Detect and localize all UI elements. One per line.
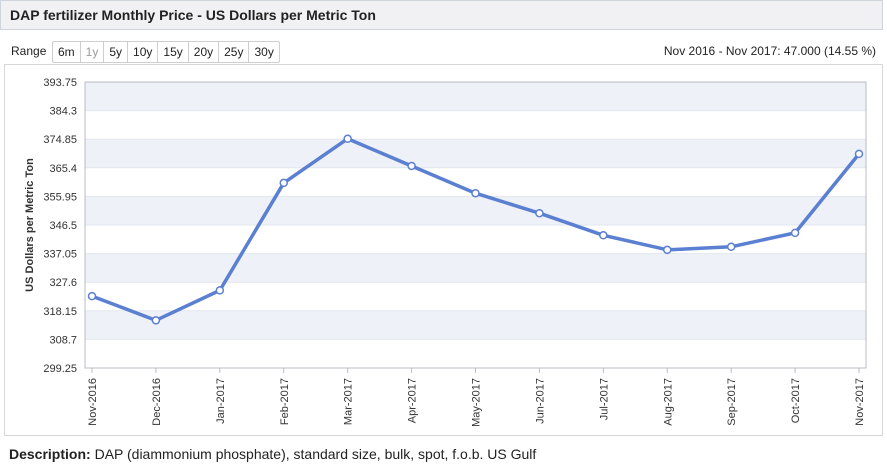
x-tick-label: Jan-2017 [215,378,227,424]
data-point [279,178,288,188]
x-tick-label: Feb-2017 [279,378,291,425]
range-button-15y[interactable]: 15y [158,42,189,62]
data-point [535,208,544,218]
data-point [471,188,480,198]
y-tick-label: 393.75 [43,77,77,89]
y-tick-label: 374.85 [43,134,77,146]
range-button-20y[interactable]: 20y [189,42,220,62]
chart-frame: 393.75 384.3 374.85 365.4 355.95 346.5 337.05 3… [4,64,883,436]
data-point [726,242,736,252]
x-tick-label: Aug-2017 [662,378,674,426]
range-button-5y[interactable]: 5y [104,42,129,62]
y-tick-label: 337.05 [43,249,77,261]
grid-band [85,196,866,225]
grid-band [85,310,866,340]
range-selector-row: Range 6m 1y 5y 10y 15y 20y 25y 30y Nov 2016 - N… [0,41,883,63]
data-point [343,134,352,143]
data-point [87,291,97,301]
data-point [151,316,161,325]
range-button-group: 6m 1y 5y 10y 15y 20y 25y 30y [52,41,280,63]
data-point [854,149,864,159]
range-label: Range [11,44,47,58]
y-tick-label: 355.95 [43,191,77,203]
range-button-10y[interactable]: 10y [128,42,159,62]
chart-title: DAP fertilizer Monthly Price - US Dollar… [10,7,376,23]
chart-title-bar: DAP fertilizer Monthly Price - US Dollar… [0,0,883,30]
y-tick-label: 318.15 [43,306,77,318]
data-point [407,161,416,171]
data-point [215,286,225,295]
grid-band [85,253,866,283]
x-tick-label: May-2017 [471,378,483,427]
y-tick-label: 346.5 [49,220,77,232]
range-button-25y[interactable]: 25y [219,42,250,62]
x-tick-label: Apr-2017 [407,378,419,423]
grid-band [85,139,866,168]
grid-band [85,82,866,111]
x-tick-label: Nov-2016 [87,378,99,426]
y-axis-label: US Dollars per Metric Ton [24,158,36,292]
line-chart: 393.75 384.3 374.85 365.4 355.95 346.5 337.05 3… [24,77,867,427]
x-tick-label: Jul-2017 [598,378,610,420]
y-tick-label: 384.3 [49,106,77,118]
range-button-6m[interactable]: 6m [53,42,81,62]
description-label: Description: [9,446,91,462]
data-point [599,231,608,240]
x-tick-label: Oct-2017 [790,378,802,423]
x-tick-label: Nov-2017 [854,378,866,426]
description: Description: DAP (diammonium phosphate),… [9,446,536,462]
x-tick-label: Mar-2017 [343,378,355,425]
x-tick-label: Jun-2017 [534,378,546,424]
range-summary: Nov 2016 - Nov 2017: 47.000 (14.55 %) [663,44,876,58]
data-point [663,245,672,255]
x-tick-label: Dec-2016 [151,378,163,426]
y-tick-label: 365.4 [49,163,77,175]
y-tick-label: 299.25 [43,363,77,375]
description-text: DAP (diammonium phosphate), standard siz… [94,446,537,462]
y-tick-label: 308.7 [49,334,77,346]
range-button-30y[interactable]: 30y [254,45,274,59]
data-point [790,228,800,238]
y-tick-label: 327.6 [49,277,77,289]
range-button-1y[interactable]: 1y [81,42,105,62]
x-tick-label: Sep-2017 [726,378,738,426]
